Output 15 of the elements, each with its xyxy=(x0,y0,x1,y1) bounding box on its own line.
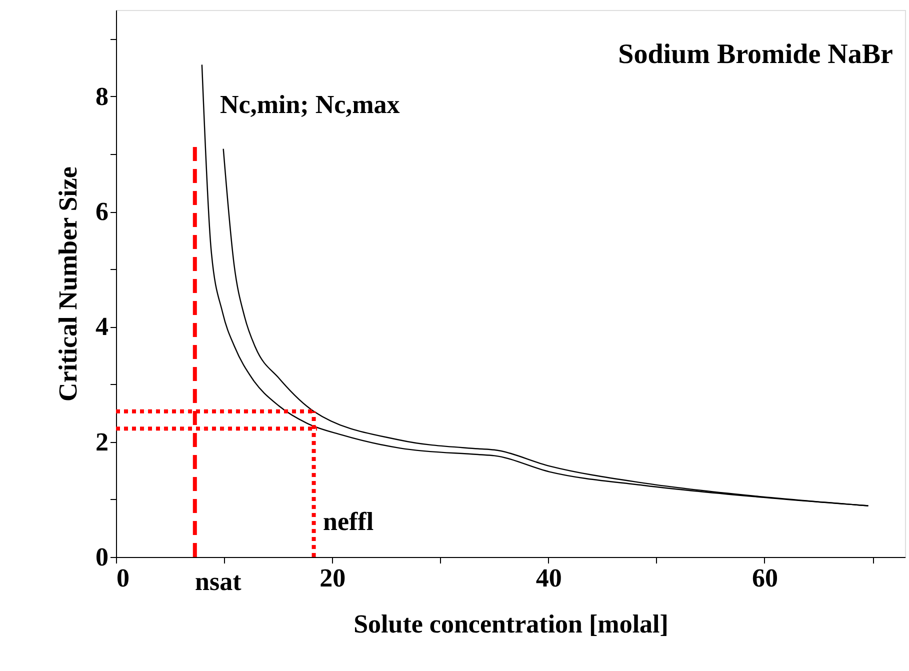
y-tick-label: 2 xyxy=(96,427,108,456)
x-tick-label: 60 xyxy=(752,564,778,592)
y-axis-title: Critical Number Size xyxy=(54,166,82,402)
text: nsat xyxy=(195,567,242,596)
text: Sodium Bromide NaBr xyxy=(618,39,893,70)
x-tick-label: 0 xyxy=(116,564,130,592)
annotation: Nc,min; Nc,max xyxy=(220,90,400,119)
y-tick-label: 0 xyxy=(96,542,108,572)
x-axis-title: Solute concentration [molal] xyxy=(354,610,668,638)
x-tick-label: 20 xyxy=(320,564,346,592)
y-tick-label: 8 xyxy=(96,82,108,111)
annotation: neffl xyxy=(323,507,374,536)
x-tick-label: 40 xyxy=(536,564,562,592)
y-tick-label: 6 xyxy=(96,197,108,226)
y-tick-label: 4 xyxy=(96,312,108,342)
